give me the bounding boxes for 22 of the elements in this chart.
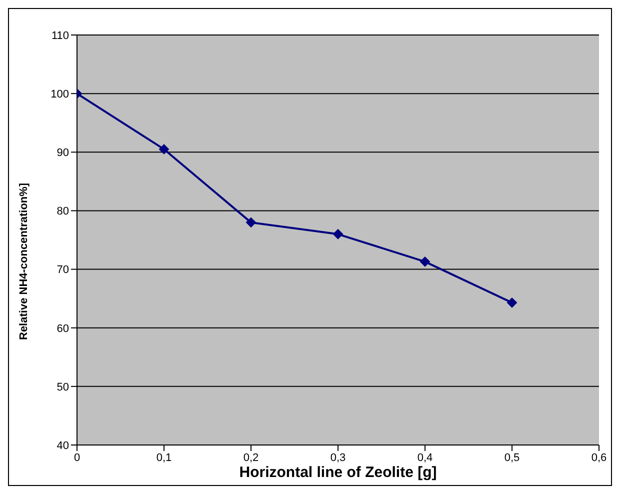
x-tick-label: 0,5 — [504, 452, 520, 464]
y-tick-label: 110 — [51, 30, 69, 42]
x-tick-label: 0,6 — [591, 452, 607, 464]
x-tick-label: 0,4 — [417, 452, 433, 464]
y-tick-label: 60 — [56, 322, 69, 335]
x-tick-label: 0,1 — [156, 452, 172, 464]
x-tick-label: 0,3 — [330, 452, 346, 464]
point — [246, 217, 256, 228]
y-tick-label: 50 — [56, 381, 69, 394]
point — [333, 229, 343, 240]
y-tick-label: 80 — [56, 206, 69, 218]
x-axis-title: Horizontal line of Zeolite [g] — [239, 464, 437, 481]
point — [420, 256, 430, 267]
y-tick-label: 70 — [56, 264, 69, 276]
point — [159, 144, 169, 154]
y-tick-label: 40 — [56, 440, 69, 452]
x-tick-label: 0,2 — [243, 452, 259, 464]
y-tick-label: 90 — [56, 147, 69, 160]
y-tick-label: 100 — [50, 88, 69, 100]
point — [507, 298, 517, 308]
y-axis-title: Relative NH4-concentration%] — [18, 182, 30, 340]
x-tick-label: 0 — [74, 452, 80, 464]
